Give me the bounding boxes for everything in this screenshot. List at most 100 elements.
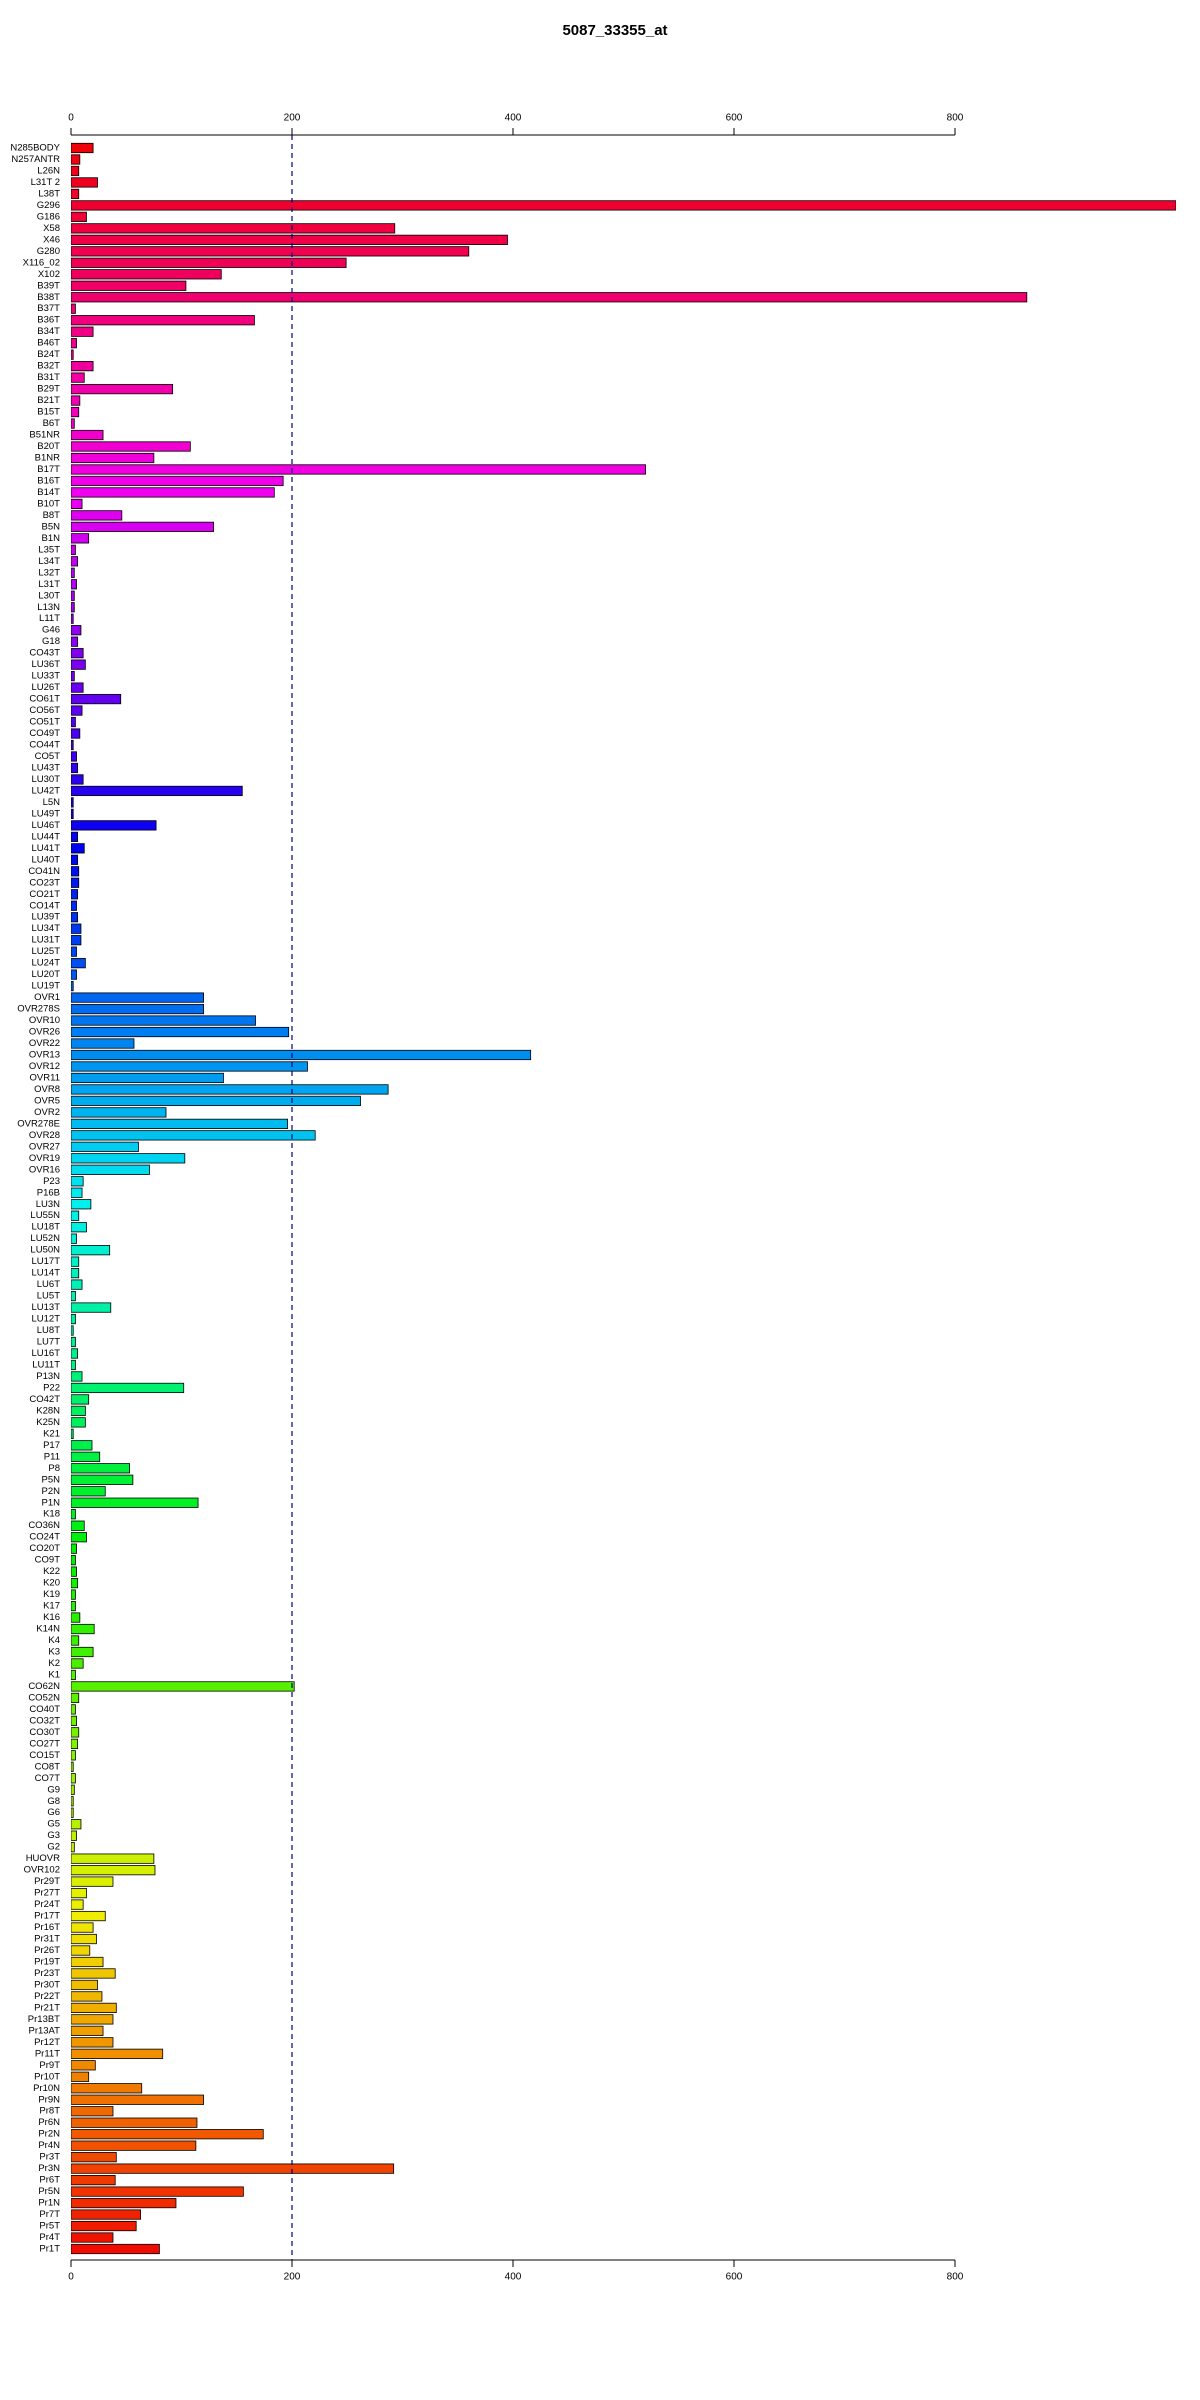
bar: [71, 338, 77, 349]
bar: [71, 1692, 80, 1704]
bar: [71, 1910, 106, 1922]
bar: [71, 1038, 135, 1049]
y-tick-label: LU50N: [30, 1245, 60, 1256]
y-tick-label: Pr8T: [39, 2106, 60, 2117]
bar: [71, 1635, 80, 1646]
y-tick-label: CO52N: [28, 1692, 60, 1703]
y-tick-label: X58: [43, 223, 60, 234]
y-tick-label: OVR13: [29, 1050, 60, 1061]
bar: [71, 246, 470, 257]
bar: [71, 326, 94, 337]
bar: [71, 1773, 76, 1784]
bar: [71, 923, 82, 934]
bar: [71, 372, 85, 383]
y-tick-label: Pr27T: [34, 1888, 60, 1899]
bar: [71, 1141, 139, 1152]
y-tick-label: LU19T: [31, 981, 60, 992]
y-tick-label: X46: [43, 234, 60, 245]
bar: [71, 441, 191, 452]
bar: [71, 269, 222, 280]
y-tick-label: OVR5: [34, 1095, 60, 1106]
bar: [71, 992, 205, 1003]
y-tick-label: B51NR: [29, 430, 60, 441]
y-tick-label: CO23T: [29, 877, 60, 888]
bar: [71, 900, 77, 911]
y-tick-label: G9: [47, 1784, 60, 1795]
bar: [71, 1222, 87, 1233]
bar: [71, 1658, 84, 1669]
bar: [71, 1015, 256, 1026]
bar: [71, 613, 74, 624]
y-tick-label: P13N: [36, 1371, 60, 1382]
bar: [71, 1290, 76, 1302]
bar: [71, 854, 79, 865]
bar: [71, 590, 75, 601]
y-tick-label: P5N: [42, 1474, 61, 1485]
bar: [71, 361, 94, 372]
bar: [71, 406, 80, 418]
y-tick-label: Pr13AT: [28, 2025, 60, 2036]
bar: [71, 1049, 532, 1061]
y-tick-label: OVR1: [34, 992, 60, 1003]
bar: [71, 1578, 79, 1589]
y-tick-label: B8T: [43, 510, 61, 521]
bar: [71, 223, 396, 234]
y-tick-label: P22: [43, 1382, 60, 1393]
y-tick-label: K2: [48, 1658, 60, 1669]
y-tick-label: Pr13BT: [28, 2014, 60, 2025]
bar: [71, 2129, 264, 2140]
bar: [71, 1738, 79, 1749]
y-tick-label: OVR2: [34, 1107, 60, 1118]
y-tick-label: K1: [48, 1669, 60, 1680]
y-tick-label: CO24T: [29, 1532, 60, 1543]
y-tick-label: Pr9T: [39, 2060, 60, 2071]
y-tick-label: OVR16: [29, 1164, 60, 1175]
bar: [71, 1784, 75, 1795]
y-tick-label: K21: [43, 1428, 60, 1439]
y-tick-label: K16: [43, 1612, 60, 1623]
y-tick-label: Pr2N: [38, 2129, 60, 2140]
bar: [71, 831, 79, 842]
bar: [71, 1394, 90, 1405]
y-tick-label: K18: [43, 1509, 60, 1520]
bar: [71, 395, 81, 406]
y-tick-label: CO32T: [29, 1715, 60, 1726]
bar: [71, 2209, 142, 2220]
bar: [71, 762, 79, 774]
bar: [71, 1761, 74, 1772]
y-tick-label: LU17T: [31, 1256, 60, 1267]
bar: [71, 1497, 199, 1508]
y-tick-label: Pr11T: [35, 2048, 60, 2059]
bar: [71, 1359, 76, 1371]
y-tick-label: B16T: [37, 475, 60, 486]
y-tick-label: P17: [43, 1440, 60, 1451]
bar: [71, 1956, 104, 1968]
bar: [71, 1210, 80, 1221]
y-tick-label: K22: [43, 1566, 60, 1577]
y-tick-label: CO42T: [29, 1394, 60, 1405]
bar: [71, 177, 98, 188]
y-tick-label: Pr26T: [34, 1945, 60, 1956]
y-tick-label: L34T: [38, 556, 60, 567]
bar: [71, 1405, 86, 1417]
bar: [71, 2220, 137, 2232]
bar: [71, 1509, 76, 1520]
bar: [71, 544, 76, 555]
y-tick-label: Pr5T: [39, 2221, 60, 2232]
bar: [71, 1026, 290, 1038]
bar: [71, 2243, 160, 2255]
bar: [71, 1933, 97, 1945]
y-tick-label: L5N: [43, 797, 61, 808]
y-tick-label: B1N: [42, 533, 61, 544]
y-tick-label: G6: [47, 1807, 60, 1818]
y-tick-label: P8: [48, 1463, 60, 1474]
bar: [71, 1899, 84, 1910]
bar: [71, 2094, 205, 2105]
bar: [71, 2106, 114, 2117]
bar: [71, 154, 81, 165]
bar: [71, 200, 1176, 211]
y-tick-label: Pr22T: [34, 1991, 60, 2002]
bar: [71, 1371, 83, 1382]
x-tick-label: 600: [726, 2272, 743, 2283]
